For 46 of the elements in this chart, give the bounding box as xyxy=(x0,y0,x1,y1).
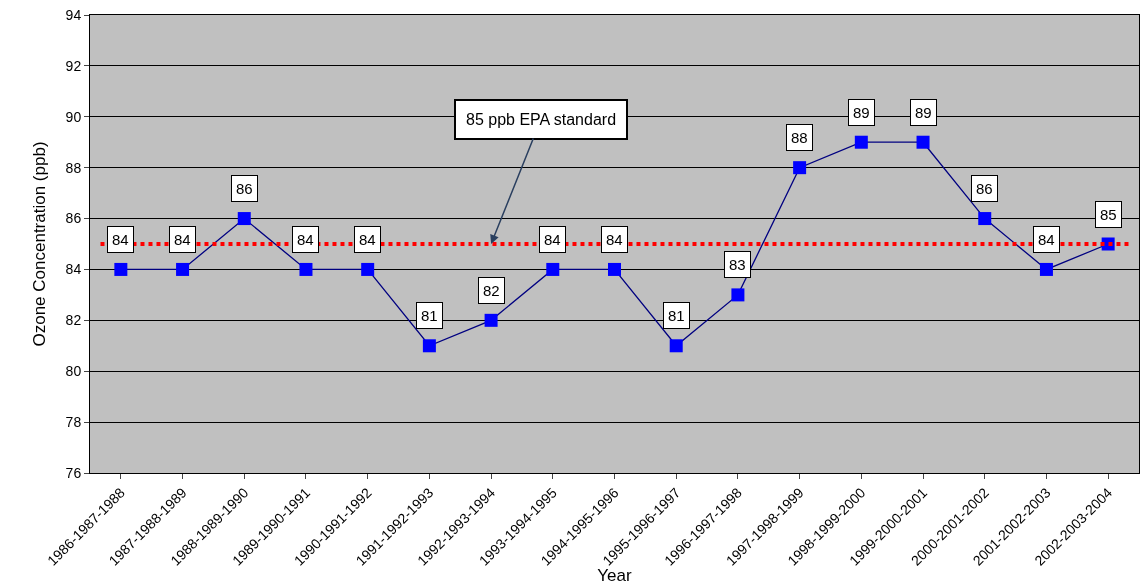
y-axis-title: Ozone Concentration (ppb) xyxy=(30,141,50,347)
point xyxy=(731,288,745,302)
point xyxy=(361,262,375,276)
data-label: 84 xyxy=(174,231,191,248)
point xyxy=(793,161,807,175)
y-tick-label: 76 xyxy=(65,464,82,481)
data-label: 81 xyxy=(668,307,685,324)
data-label: 82 xyxy=(483,282,500,299)
point xyxy=(854,135,868,149)
point xyxy=(422,339,436,353)
x-axis-title: Year xyxy=(597,566,633,585)
point xyxy=(114,262,128,276)
data-label: 89 xyxy=(853,104,870,121)
y-tick-label: 78 xyxy=(65,414,82,431)
data-label: 83 xyxy=(729,256,746,273)
point xyxy=(1039,262,1053,276)
point xyxy=(978,212,992,226)
annotation: 85 ppb EPA standard xyxy=(466,111,617,128)
data-label: 81 xyxy=(421,307,438,324)
point xyxy=(546,262,560,276)
y-tick-label: 90 xyxy=(65,108,82,125)
data-label: 85 xyxy=(1100,206,1117,223)
point xyxy=(608,262,621,276)
y-tick-label: 94 xyxy=(65,6,82,23)
point xyxy=(916,135,930,149)
data-label: 84 xyxy=(606,231,623,248)
y-tick-label: 82 xyxy=(65,312,82,329)
data-label: 84 xyxy=(1038,231,1055,248)
data-label: 88 xyxy=(791,129,808,146)
data-label: 84 xyxy=(112,231,129,248)
point xyxy=(299,262,313,276)
y-tick-label: 88 xyxy=(65,159,82,176)
point xyxy=(176,262,190,276)
data-label: 89 xyxy=(915,104,932,121)
y-tick-label: 84 xyxy=(65,261,82,278)
y-tick-label: 92 xyxy=(65,57,82,74)
point xyxy=(669,339,683,353)
y-tick-label: 86 xyxy=(65,210,82,227)
y-tick-label: 80 xyxy=(65,363,82,380)
point xyxy=(484,313,498,327)
data-label: 86 xyxy=(236,180,253,197)
data-label: 84 xyxy=(544,231,561,248)
data-label: 84 xyxy=(297,231,314,248)
data-label: 86 xyxy=(976,180,993,197)
point xyxy=(237,212,251,226)
data-label: 84 xyxy=(359,231,376,248)
